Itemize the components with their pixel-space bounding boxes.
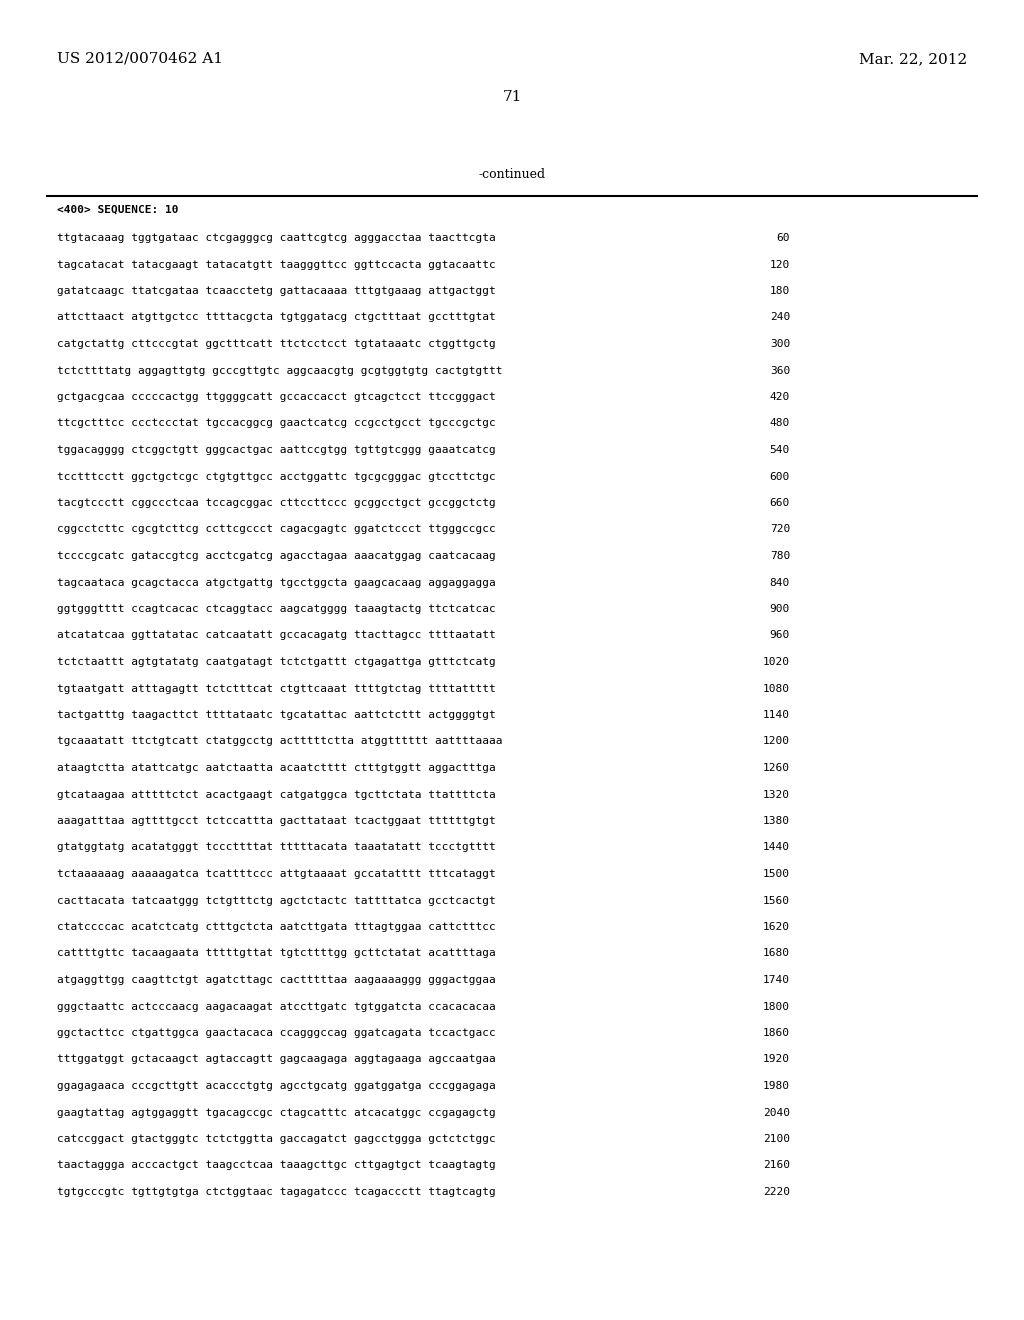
Text: 240: 240: [770, 313, 790, 322]
Text: 1680: 1680: [763, 949, 790, 958]
Text: 1620: 1620: [763, 921, 790, 932]
Text: tagcatacat tatacgaagt tatacatgtt taagggttcc ggttccacta ggtacaattc: tagcatacat tatacgaagt tatacatgtt taagggt…: [57, 260, 496, 269]
Text: 1860: 1860: [763, 1028, 790, 1038]
Text: atcatatcaa ggttatatac catcaatatt gccacagatg ttacttagcc ttttaatatt: atcatatcaa ggttatatac catcaatatt gccacag…: [57, 631, 496, 640]
Text: 600: 600: [770, 471, 790, 482]
Text: 300: 300: [770, 339, 790, 348]
Text: gtcataagaa atttttctct acactgaagt catgatggca tgcttctata ttattttcta: gtcataagaa atttttctct acactgaagt catgatg…: [57, 789, 496, 800]
Text: 1200: 1200: [763, 737, 790, 747]
Text: gaagtattag agtggaggtt tgacagccgc ctagcatttc atcacatggc ccgagagctg: gaagtattag agtggaggtt tgacagccgc ctagcat…: [57, 1107, 496, 1118]
Text: ggtgggtttt ccagtcacac ctcaggtacc aagcatgggg taaagtactg ttctcatcac: ggtgggtttt ccagtcacac ctcaggtacc aagcatg…: [57, 605, 496, 614]
Text: tttggatggt gctacaagct agtaccagtt gagcaagaga aggtagaaga agccaatgaa: tttggatggt gctacaagct agtaccagtt gagcaag…: [57, 1055, 496, 1064]
Text: catgctattg cttcccgtat ggctttcatt ttctcctcct tgtataaatc ctggttgctg: catgctattg cttcccgtat ggctttcatt ttctcct…: [57, 339, 496, 348]
Text: US 2012/0070462 A1: US 2012/0070462 A1: [57, 51, 223, 66]
Text: tcctttcctt ggctgctcgc ctgtgttgcc acctggattc tgcgcgggac gtccttctgc: tcctttcctt ggctgctcgc ctgtgttgcc acctgga…: [57, 471, 496, 482]
Text: gatatcaagc ttatcgataa tcaacctetg gattacaaaa tttgtgaaag attgactggt: gatatcaagc ttatcgataa tcaacctetg gattaca…: [57, 286, 496, 296]
Text: 1800: 1800: [763, 1002, 790, 1011]
Text: 1500: 1500: [763, 869, 790, 879]
Text: tgtaatgatt atttagagtt tctctttcat ctgttcaaat ttttgtctag ttttattttt: tgtaatgatt atttagagtt tctctttcat ctgttca…: [57, 684, 496, 693]
Text: 780: 780: [770, 550, 790, 561]
Text: 1980: 1980: [763, 1081, 790, 1092]
Text: 1740: 1740: [763, 975, 790, 985]
Text: cggcctcttc cgcgtcttcg ccttcgccct cagacgagtc ggatctccct ttgggccgcc: cggcctcttc cgcgtcttcg ccttcgccct cagacga…: [57, 524, 496, 535]
Text: 720: 720: [770, 524, 790, 535]
Text: <400> SEQUENCE: 10: <400> SEQUENCE: 10: [57, 205, 178, 215]
Text: tggacagggg ctcggctgtt gggcactgac aattccgtgg tgttgtcggg gaaatcatcg: tggacagggg ctcggctgtt gggcactgac aattccg…: [57, 445, 496, 455]
Text: ggagagaaca cccgcttgtt acaccctgtg agcctgcatg ggatggatga cccggagaga: ggagagaaca cccgcttgtt acaccctgtg agcctgc…: [57, 1081, 496, 1092]
Text: tctctaattt agtgtatatg caatgatagt tctctgattt ctgagattga gtttctcatg: tctctaattt agtgtatatg caatgatagt tctctga…: [57, 657, 496, 667]
Text: 1320: 1320: [763, 789, 790, 800]
Text: tctcttttatg aggagttgtg gcccgttgtc aggcaacgtg gcgtggtgtg cactgtgttt: tctcttttatg aggagttgtg gcccgttgtc aggcaa…: [57, 366, 503, 375]
Text: 1560: 1560: [763, 895, 790, 906]
Text: 120: 120: [770, 260, 790, 269]
Text: tactgatttg taagacttct ttttataatc tgcatattac aattctcttt actggggtgt: tactgatttg taagacttct ttttataatc tgcatat…: [57, 710, 496, 719]
Text: ttcgctttcc ccctccctat tgccacggcg gaactcatcg ccgcctgcct tgcccgctgc: ttcgctttcc ccctccctat tgccacggcg gaactca…: [57, 418, 496, 429]
Text: aaagatttaa agttttgcct tctccattta gacttataat tcactggaat ttttttgtgt: aaagatttaa agttttgcct tctccattta gacttat…: [57, 816, 496, 826]
Text: gtatggtatg acatatgggt tcccttttat tttttacata taaatatatt tccctgtttt: gtatggtatg acatatgggt tcccttttat tttttac…: [57, 842, 496, 853]
Text: 180: 180: [770, 286, 790, 296]
Text: cacttacata tatcaatggg tctgtttctg agctctactc tattttatca gcctcactgt: cacttacata tatcaatggg tctgtttctg agctcta…: [57, 895, 496, 906]
Text: 2160: 2160: [763, 1160, 790, 1171]
Text: 1080: 1080: [763, 684, 790, 693]
Text: 2220: 2220: [763, 1187, 790, 1197]
Text: catccggact gtactgggtc tctctggtta gaccagatct gagcctggga gctctctggc: catccggact gtactgggtc tctctggtta gaccaga…: [57, 1134, 496, 1144]
Text: ctatccccac acatctcatg ctttgctcta aatcttgata tttagtggaa cattctttcc: ctatccccac acatctcatg ctttgctcta aatcttg…: [57, 921, 496, 932]
Text: 420: 420: [770, 392, 790, 403]
Text: attcttaact atgttgctcc ttttacgcta tgtggatacg ctgctttaat gcctttgtat: attcttaact atgttgctcc ttttacgcta tgtggat…: [57, 313, 496, 322]
Text: 71: 71: [503, 90, 521, 104]
Text: 900: 900: [770, 605, 790, 614]
Text: gctgacgcaa cccccactgg ttggggcatt gccaccacct gtcagctcct ttccgggact: gctgacgcaa cccccactgg ttggggcatt gccacca…: [57, 392, 496, 403]
Text: tctaaaaaag aaaaagatca tcattttccc attgtaaaat gccatatttt tttcataggt: tctaaaaaag aaaaagatca tcattttccc attgtaa…: [57, 869, 496, 879]
Text: ggctacttcc ctgattggca gaactacaca ccagggccag ggatcagata tccactgacc: ggctacttcc ctgattggca gaactacaca ccagggc…: [57, 1028, 496, 1038]
Text: 1440: 1440: [763, 842, 790, 853]
Text: 660: 660: [770, 498, 790, 508]
Text: tacgtccctt cggccctcaa tccagcggac cttccttccc gcggcctgct gccggctctg: tacgtccctt cggccctcaa tccagcggac cttcctt…: [57, 498, 496, 508]
Text: 2040: 2040: [763, 1107, 790, 1118]
Text: 1260: 1260: [763, 763, 790, 774]
Text: 540: 540: [770, 445, 790, 455]
Text: -continued: -continued: [478, 168, 546, 181]
Text: 2100: 2100: [763, 1134, 790, 1144]
Text: 1020: 1020: [763, 657, 790, 667]
Text: 480: 480: [770, 418, 790, 429]
Text: cattttgttc tacaagaata tttttgttat tgtcttttgg gcttctatat acattttaga: cattttgttc tacaagaata tttttgttat tgtcttt…: [57, 949, 496, 958]
Text: 360: 360: [770, 366, 790, 375]
Text: taactaggga acccactgct taagcctcaa taaagcttgc cttgagtgct tcaagtagtg: taactaggga acccactgct taagcctcaa taaagct…: [57, 1160, 496, 1171]
Text: tgtgcccgtc tgttgtgtga ctctggtaac tagagatccc tcagaccctt ttagtcagtg: tgtgcccgtc tgttgtgtga ctctggtaac tagagat…: [57, 1187, 496, 1197]
Text: 60: 60: [776, 234, 790, 243]
Text: gggctaattc actcccaacg aagacaagat atccttgatc tgtggatcta ccacacacaa: gggctaattc actcccaacg aagacaagat atccttg…: [57, 1002, 496, 1011]
Text: tagcaataca gcagctacca atgctgattg tgcctggcta gaagcacaag aggaggagga: tagcaataca gcagctacca atgctgattg tgcctgg…: [57, 578, 496, 587]
Text: tgcaaatatt ttctgtcatt ctatggcctg actttttctta atggtttttt aattttaaaa: tgcaaatatt ttctgtcatt ctatggcctg acttttt…: [57, 737, 503, 747]
Text: 960: 960: [770, 631, 790, 640]
Text: ttgtacaaag tggtgataac ctcgagggcg caattcgtcg agggacctaa taacttcgta: ttgtacaaag tggtgataac ctcgagggcg caattcg…: [57, 234, 496, 243]
Text: Mar. 22, 2012: Mar. 22, 2012: [859, 51, 967, 66]
Text: 1140: 1140: [763, 710, 790, 719]
Text: atgaggttgg caagttctgt agatcttagc cactttttaa aagaaaaggg gggactggaa: atgaggttgg caagttctgt agatcttagc cactttt…: [57, 975, 496, 985]
Text: 1380: 1380: [763, 816, 790, 826]
Text: ataagtctta atattcatgc aatctaatta acaatctttt ctttgtggtt aggactttga: ataagtctta atattcatgc aatctaatta acaatct…: [57, 763, 496, 774]
Text: tccccgcatc gataccgtcg acctcgatcg agacctagaa aaacatggag caatcacaag: tccccgcatc gataccgtcg acctcgatcg agaccta…: [57, 550, 496, 561]
Text: 840: 840: [770, 578, 790, 587]
Text: 1920: 1920: [763, 1055, 790, 1064]
